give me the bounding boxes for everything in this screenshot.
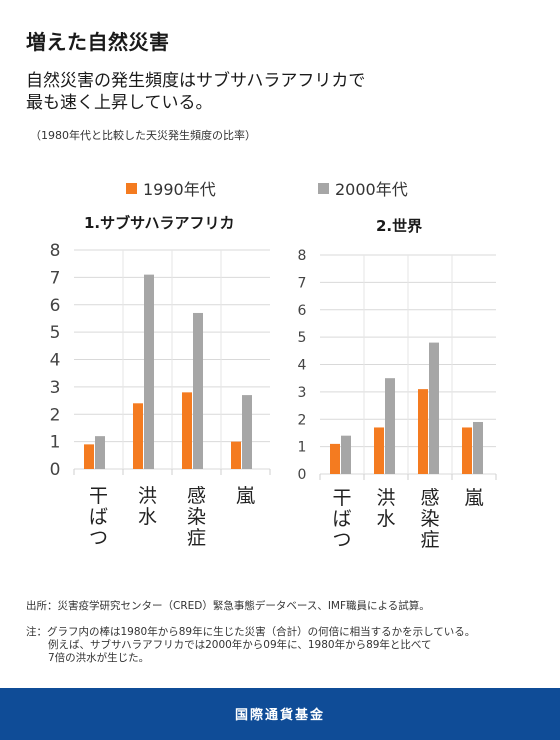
category-label-char: 干: [89, 485, 108, 507]
bar-2000s: [242, 395, 252, 469]
legend-item-1990s: 1990年代: [126, 176, 216, 200]
category-label-char: 症: [187, 527, 206, 549]
y-tick-label: 5: [298, 330, 307, 346]
category-label-char: 染: [420, 508, 439, 530]
category-label-char: 水: [376, 508, 395, 530]
y-tick-label: 6: [50, 296, 61, 316]
category-label-char: 染: [187, 506, 206, 528]
bar-2000s: [385, 378, 395, 474]
y-tick-label: 2: [298, 412, 307, 428]
bar-1990s: [84, 444, 94, 469]
category-label-char: 感: [420, 487, 439, 509]
bar-2000s: [341, 435, 351, 474]
bar-1990s: [133, 403, 143, 469]
y-tick-label: 8: [298, 248, 307, 264]
category-label-char: つ: [89, 527, 108, 549]
bar-2000s: [473, 421, 483, 474]
y-tick-label: 5: [50, 323, 61, 343]
bar-1990s: [330, 443, 340, 474]
bar-1990s: [462, 427, 472, 474]
footnote: 注：グラフ内の棒は1980年から89年に生じた災害（合計）の何倍に相当するかを示…: [26, 626, 526, 665]
legend-label-2000s: 2000年代: [335, 180, 408, 199]
page-subtitle: 自然災害の発生頻度はサブサハラアフリカで 最も速く上昇している。: [26, 70, 526, 114]
y-tick-label: 1: [298, 440, 307, 456]
subtitle-line-1: 自然災害の発生頻度はサブサハラアフリカで: [26, 71, 366, 91]
y-tick-label: 0: [298, 467, 307, 483]
category-label-char: ば: [332, 508, 351, 530]
bar-1990s: [182, 392, 192, 469]
bar-2000s: [95, 436, 105, 469]
bar-2000s: [429, 342, 439, 474]
y-tick-label: 4: [50, 351, 61, 371]
subtitle-line-2: 最も速く上昇している。: [26, 93, 213, 113]
chart-legend: 1990年代 2000年代: [0, 176, 560, 200]
y-tick-label: 1: [50, 433, 61, 453]
y-tick-label: 7: [50, 268, 61, 288]
category-label-char: 症: [420, 529, 439, 551]
legend-label-1990s: 1990年代: [143, 180, 216, 199]
bar-1990s: [374, 427, 384, 474]
category-label-char: 嵐: [236, 485, 255, 507]
y-tick-label: 7: [298, 275, 307, 291]
category-label-char: 洪: [376, 487, 395, 509]
bar-2000s: [144, 274, 154, 469]
category-label-char: つ: [332, 529, 351, 551]
category-label-char: 洪: [138, 485, 157, 507]
bar-1990s: [231, 441, 241, 469]
footnote-line-2: 例えば、サブサハラアフリカでは2000年から09年に、1980年から89年と比べ…: [48, 639, 432, 651]
category-label-char: 嵐: [464, 487, 483, 509]
bar-2000s: [193, 312, 203, 469]
y-tick-label: 3: [298, 385, 307, 401]
y-tick-label: 6: [298, 303, 307, 319]
footnote-line-1: 注：グラフ内の棒は1980年から89年に生じた災害（合計）の何倍に相当するかを示…: [26, 626, 476, 638]
footer-bar: 国際通貨基金: [0, 688, 560, 740]
category-label-char: 水: [138, 506, 157, 528]
y-tick-label: 3: [50, 378, 61, 398]
panel-title-africa: 1.サブサハラアフリカ: [84, 214, 235, 232]
category-label-char: 感: [187, 485, 206, 507]
y-tick-label: 2: [50, 405, 61, 425]
org-name: 国際通貨基金: [234, 708, 325, 723]
category-label-char: ば: [89, 506, 108, 528]
category-label-char: 干: [332, 487, 351, 509]
y-tick-label: 4: [298, 358, 307, 374]
chart-note: （1980年代と比較した天災発生頻度の比率）: [30, 129, 256, 142]
footnote-line-3: 7倍の洪水が生じた。: [48, 652, 150, 664]
panel-title-world: 2.世界: [376, 217, 423, 235]
page-title: 増えた自然災害: [26, 30, 170, 54]
legend-swatch-1990s: [126, 182, 137, 194]
source-note: 出所：災害疫学研究センター（CRED）緊急事態データベース、IMF職員による試算…: [26, 600, 430, 612]
legend-swatch-2000s: [318, 182, 329, 194]
bar-1990s: [418, 389, 428, 474]
legend-item-2000s: 2000年代: [318, 176, 408, 200]
y-tick-label: 8: [50, 241, 61, 261]
y-tick-label: 0: [50, 460, 61, 480]
